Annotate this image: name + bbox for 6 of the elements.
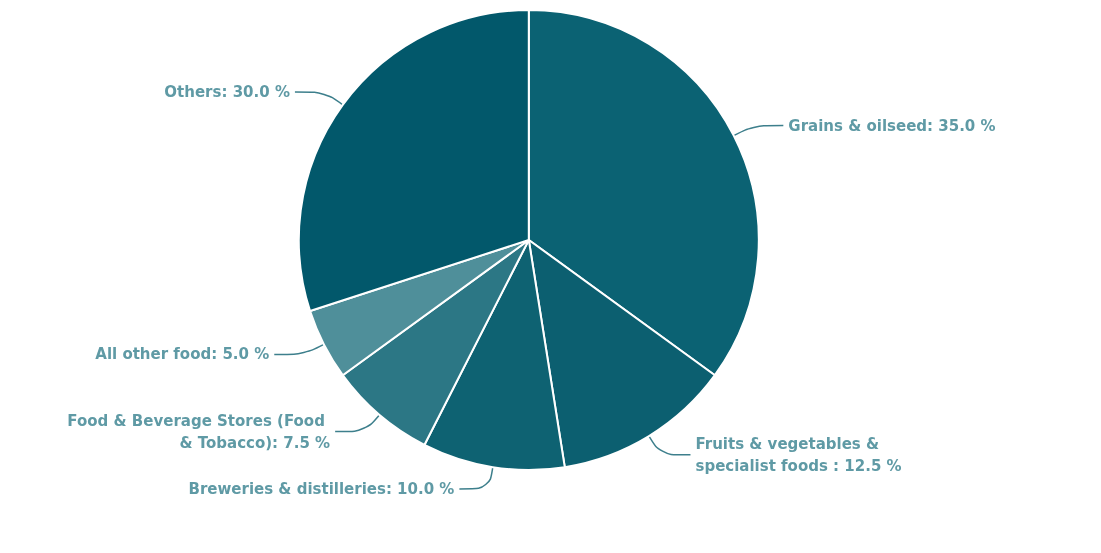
slice-label: Others: 30.0 %: [164, 82, 290, 101]
slice-label: Breweries & distilleries: 10.0 %: [188, 479, 455, 498]
slice-label: Grains & oilseed: 35.0 %: [788, 116, 996, 135]
slice-label: Fruits & vegetables & specialist foods : 12.5 %: [695, 434, 902, 475]
slice-label: Food & Beverage Stores (Food & Tobacco): 7.5 %: [67, 411, 331, 452]
slice-label: All other food: 5.0 %: [95, 345, 270, 364]
